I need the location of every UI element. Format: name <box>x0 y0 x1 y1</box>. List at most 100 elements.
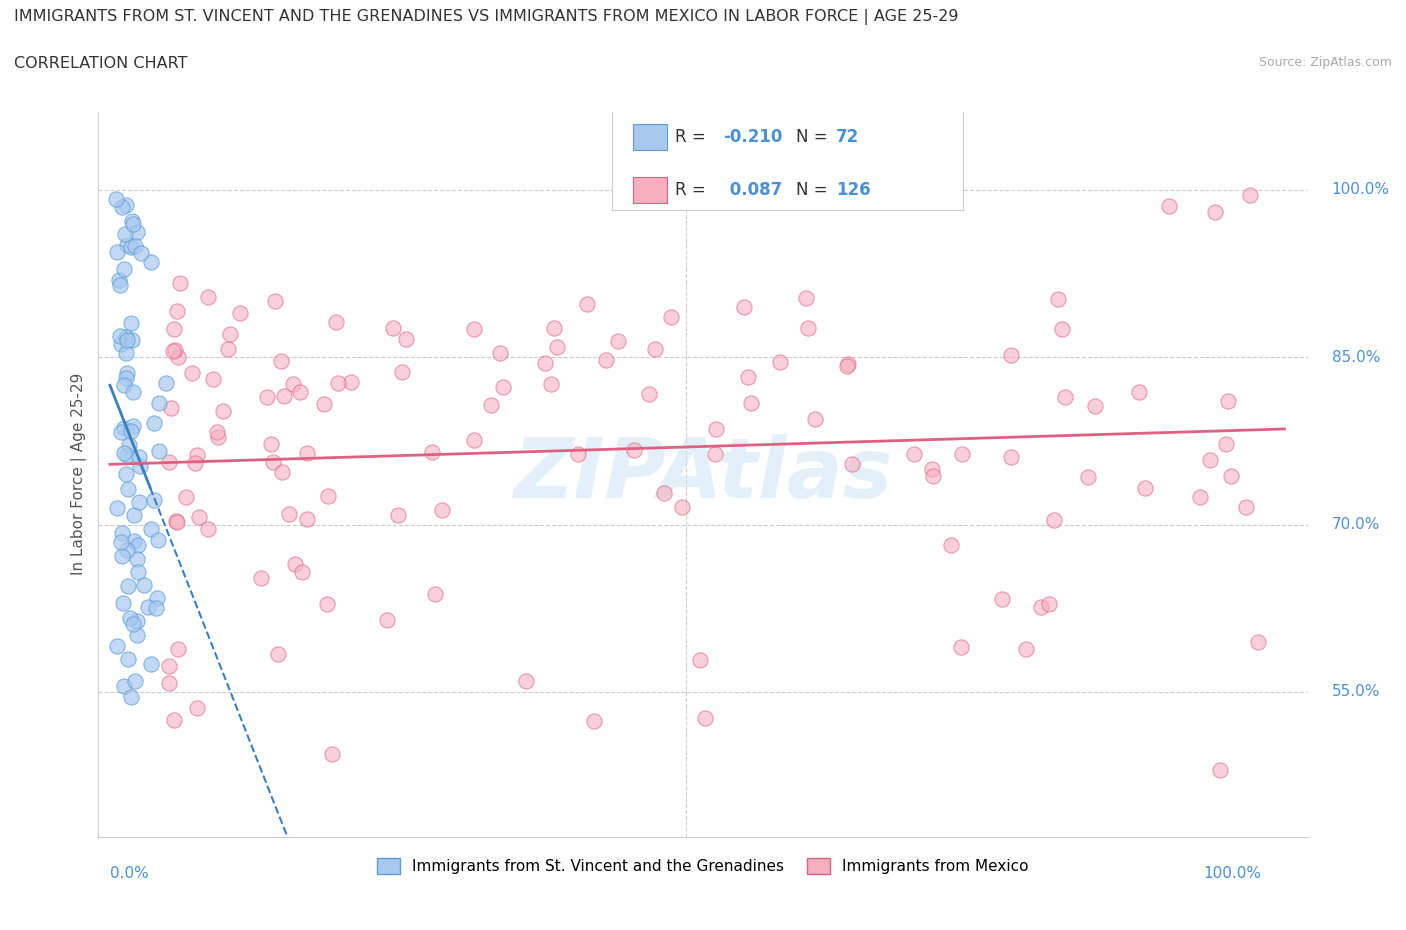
Point <box>281 376 304 391</box>
Point <box>1159 199 1181 214</box>
Point <box>769 355 792 370</box>
Point <box>114 197 136 212</box>
Point <box>297 445 319 460</box>
Point <box>794 290 817 305</box>
Point <box>122 533 145 548</box>
Point <box>328 376 350 391</box>
Text: Source: ZipAtlas.com: Source: ZipAtlas.com <box>1258 56 1392 69</box>
Point <box>122 384 145 399</box>
Text: 0.087: 0.087 <box>724 181 782 199</box>
Point <box>325 314 347 329</box>
Point <box>381 321 404 336</box>
Point <box>157 676 180 691</box>
Point <box>479 398 502 413</box>
Point <box>120 690 142 705</box>
Point <box>316 488 339 503</box>
Point <box>567 446 589 461</box>
Point <box>110 425 132 440</box>
Point <box>1133 480 1156 495</box>
Point <box>430 502 453 517</box>
Text: R =: R = <box>675 128 711 146</box>
Point <box>114 227 136 242</box>
Point <box>115 466 138 481</box>
Point <box>212 404 235 418</box>
Point <box>134 578 156 592</box>
Point <box>112 445 135 460</box>
Point <box>1198 453 1220 468</box>
Point <box>148 444 170 458</box>
Point <box>162 343 184 358</box>
Point <box>107 273 129 288</box>
Point <box>264 293 287 308</box>
Point <box>110 535 132 550</box>
Point <box>950 640 973 655</box>
Point <box>207 425 229 440</box>
Point <box>111 595 134 610</box>
Point <box>115 238 138 253</box>
Point <box>127 538 149 552</box>
Point <box>207 430 229 445</box>
FancyBboxPatch shape <box>613 108 963 209</box>
Text: 126: 126 <box>837 181 870 199</box>
Point <box>120 423 142 438</box>
Point <box>540 377 562 392</box>
Point <box>111 525 134 540</box>
Point <box>125 224 148 239</box>
Point <box>110 337 132 352</box>
Point <box>127 565 149 579</box>
Point <box>387 508 409 523</box>
Point <box>122 418 145 433</box>
Point <box>546 339 568 354</box>
Point <box>124 673 146 688</box>
Point <box>107 639 129 654</box>
Point <box>644 342 666 357</box>
Point <box>125 627 148 642</box>
Point <box>202 372 225 387</box>
Point <box>121 214 143 229</box>
Point <box>115 346 138 361</box>
Point <box>118 611 141 626</box>
Point <box>148 395 170 410</box>
Point <box>114 420 136 435</box>
Point <box>1029 600 1052 615</box>
Point <box>921 469 943 484</box>
Point <box>115 365 138 380</box>
Point <box>115 332 138 347</box>
Point <box>463 432 485 447</box>
Text: N =: N = <box>796 181 832 199</box>
Point <box>167 350 190 365</box>
Point <box>163 342 186 357</box>
Point <box>1188 490 1211 505</box>
Text: 70.0%: 70.0% <box>1331 517 1381 532</box>
Point <box>120 239 142 254</box>
Point <box>249 570 271 585</box>
Point <box>375 612 398 627</box>
Point <box>1239 188 1261 203</box>
Text: 100.0%: 100.0% <box>1204 866 1261 881</box>
Point <box>181 365 204 380</box>
Point <box>110 328 132 343</box>
Text: IMMIGRANTS FROM ST. VINCENT AND THE GRENADINES VS IMMIGRANTS FROM MEXICO IN LABO: IMMIGRANTS FROM ST. VINCENT AND THE GREN… <box>14 9 959 25</box>
Point <box>950 447 973 462</box>
Point <box>217 341 239 356</box>
Point <box>188 510 211 525</box>
Point <box>129 458 152 473</box>
Point <box>256 390 278 405</box>
Point <box>841 457 863 472</box>
Point <box>145 600 167 615</box>
Y-axis label: In Labor Force | Age 25-29: In Labor Force | Age 25-29 <box>72 373 87 576</box>
Point <box>184 456 207 471</box>
Point <box>131 246 153 260</box>
Point <box>733 299 755 314</box>
Point <box>139 657 162 671</box>
Point <box>278 507 301 522</box>
Point <box>270 353 292 368</box>
Point <box>740 395 762 410</box>
Point <box>796 321 818 336</box>
Point <box>921 461 943 476</box>
Point <box>136 599 159 614</box>
Point <box>1047 292 1070 307</box>
Point <box>515 673 537 688</box>
Point <box>112 378 135 392</box>
Point <box>111 199 134 214</box>
